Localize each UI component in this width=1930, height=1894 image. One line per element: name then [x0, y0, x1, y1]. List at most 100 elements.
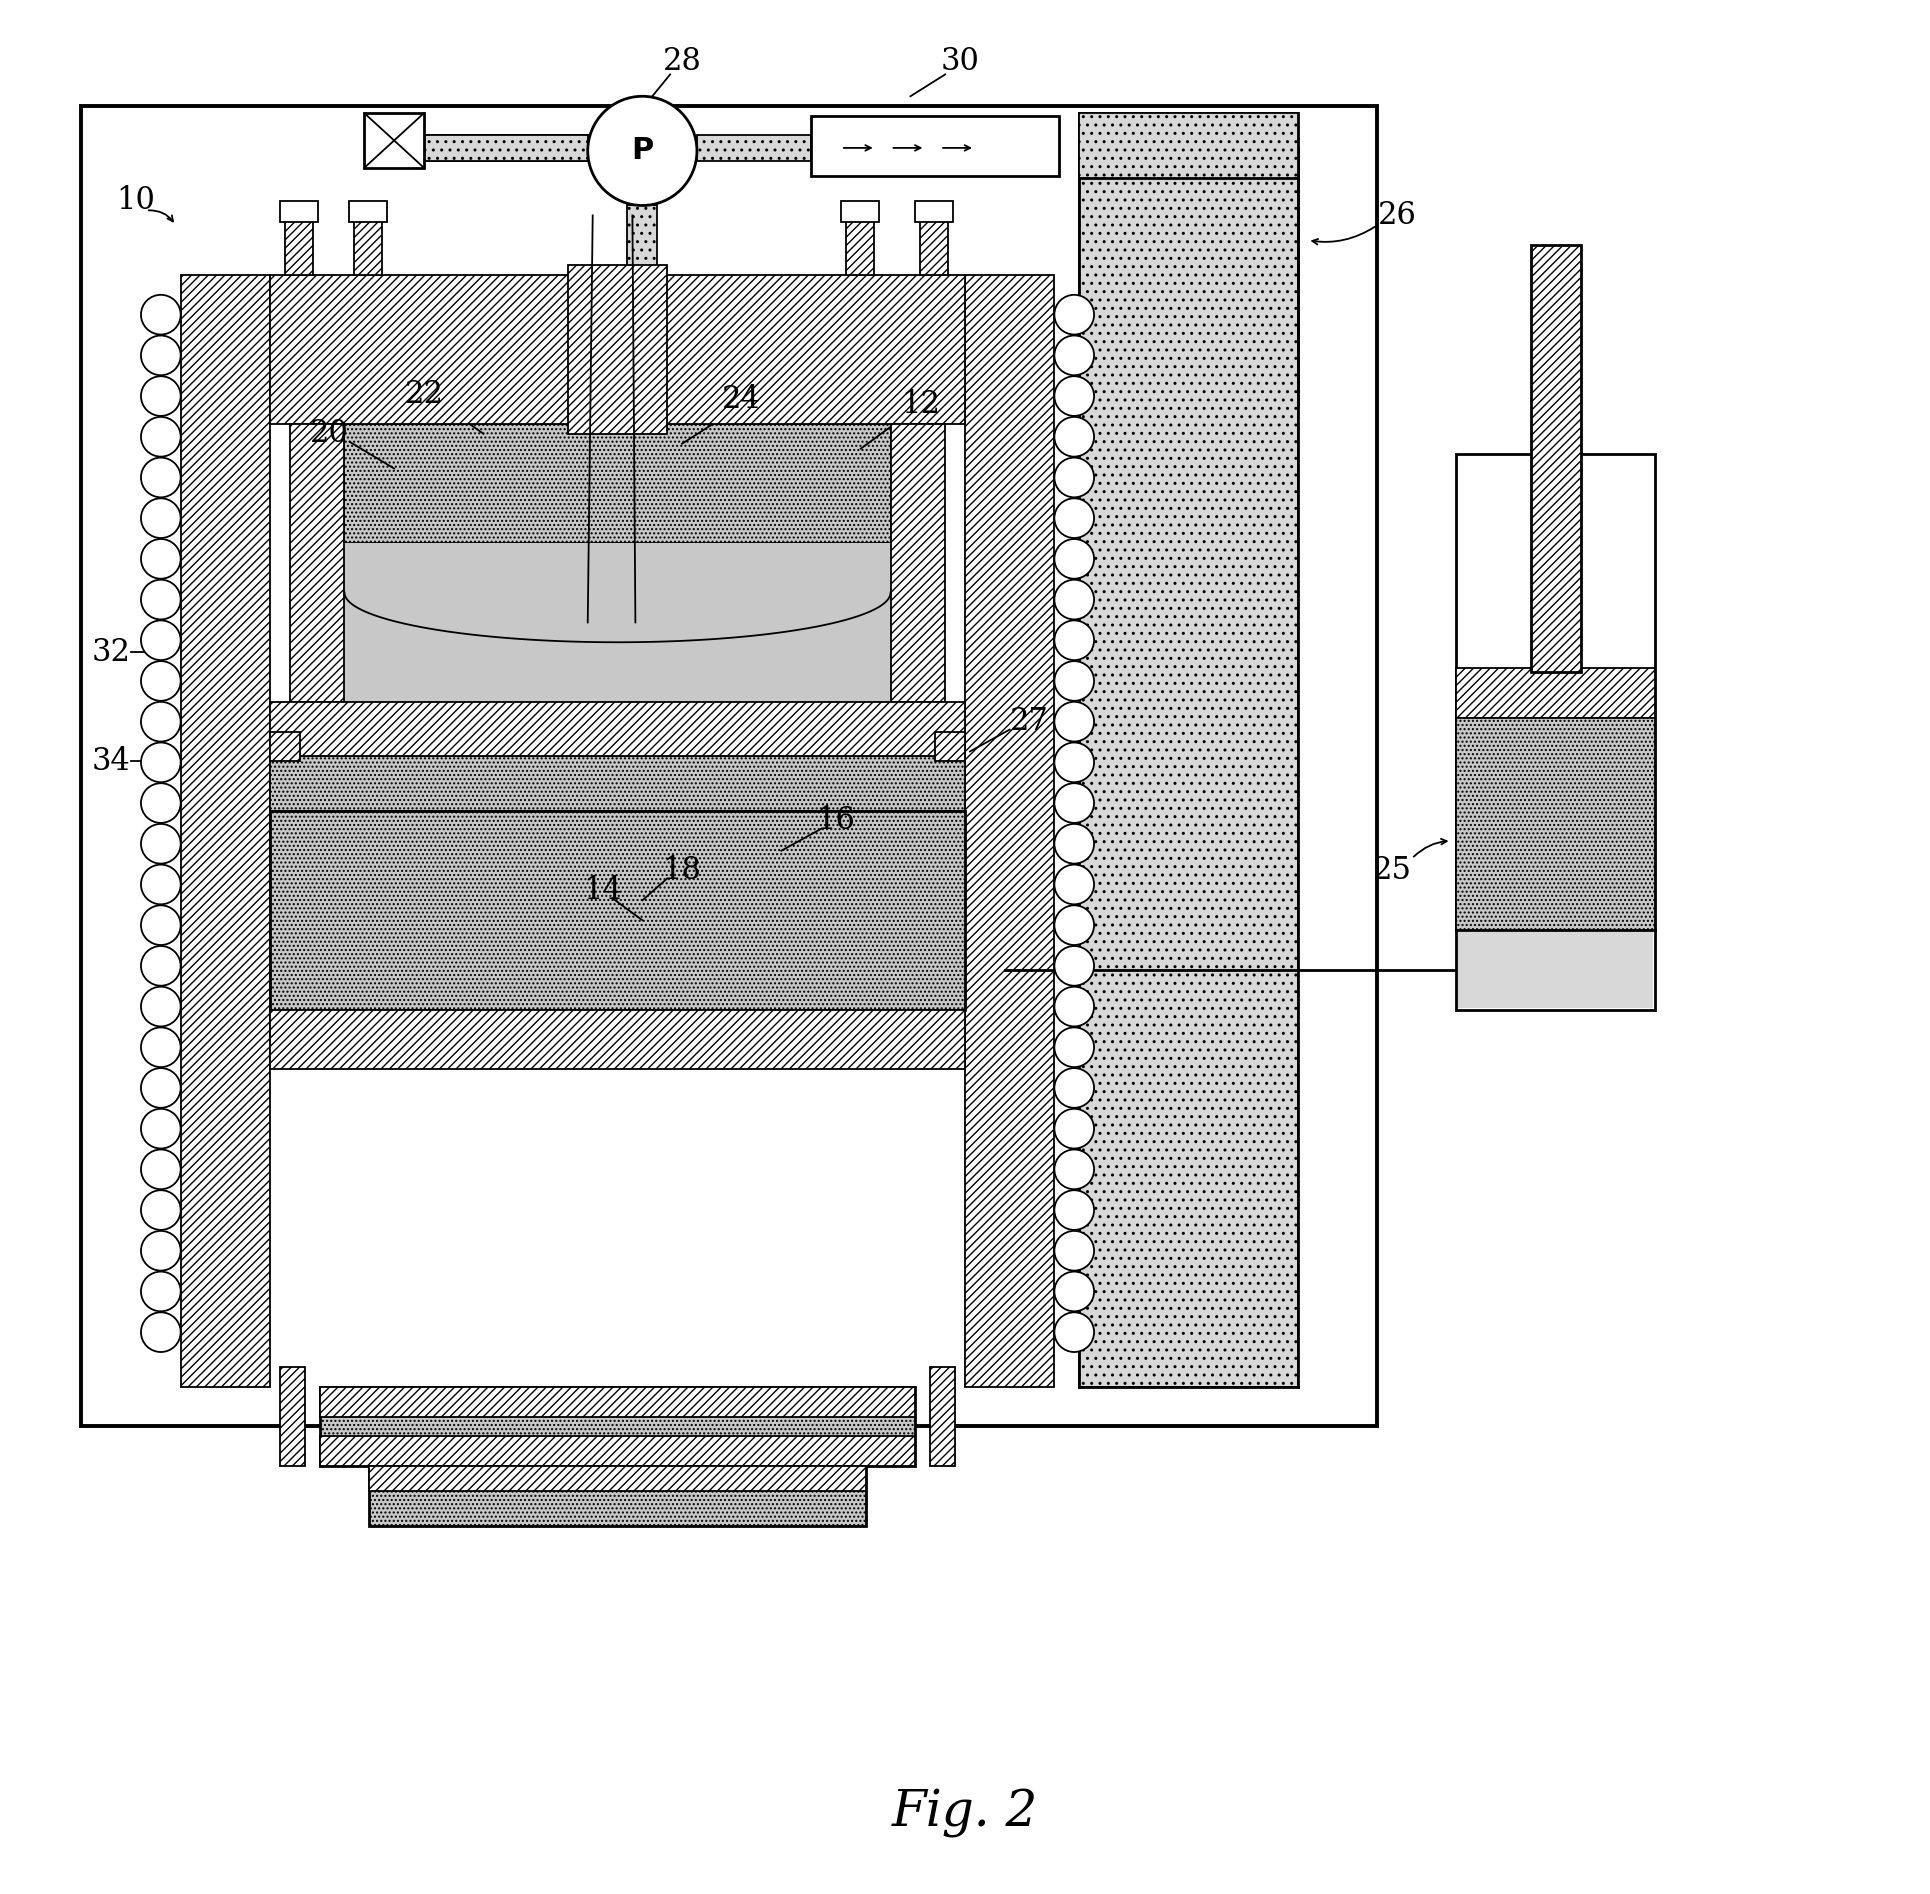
Circle shape — [141, 458, 181, 498]
Text: 30: 30 — [940, 45, 979, 78]
Circle shape — [1054, 458, 1094, 498]
Circle shape — [1054, 864, 1094, 903]
Bar — [811, 116, 1060, 176]
Bar — [697, 134, 811, 161]
Circle shape — [141, 987, 181, 1027]
Circle shape — [141, 1068, 181, 1108]
Circle shape — [141, 580, 181, 619]
Bar — [369, 1466, 865, 1527]
Bar — [270, 756, 965, 811]
Circle shape — [1054, 1231, 1094, 1271]
Circle shape — [1054, 987, 1094, 1027]
Circle shape — [141, 335, 181, 375]
Circle shape — [141, 661, 181, 701]
Circle shape — [1054, 377, 1094, 417]
Bar — [1530, 244, 1581, 672]
Bar — [290, 424, 344, 703]
Circle shape — [1054, 742, 1094, 782]
Circle shape — [1054, 1108, 1094, 1148]
Circle shape — [1054, 417, 1094, 456]
Bar — [1457, 456, 1652, 670]
Text: 20: 20 — [311, 419, 349, 449]
Bar — [369, 1466, 865, 1491]
Circle shape — [141, 1027, 181, 1066]
Circle shape — [141, 295, 181, 335]
Text: 14: 14 — [583, 875, 621, 905]
Circle shape — [1054, 1027, 1094, 1066]
Text: 16: 16 — [816, 805, 855, 837]
Bar — [270, 1010, 965, 1068]
Bar — [425, 134, 587, 161]
Circle shape — [141, 1108, 181, 1148]
Bar — [270, 811, 965, 1010]
Bar — [934, 731, 965, 761]
Circle shape — [141, 1231, 181, 1271]
Bar — [915, 201, 953, 222]
Circle shape — [1054, 905, 1094, 945]
Text: 25: 25 — [1372, 854, 1411, 886]
Bar — [845, 220, 872, 275]
Text: 10: 10 — [116, 186, 156, 216]
Circle shape — [1054, 540, 1094, 580]
Text: 32: 32 — [91, 636, 131, 669]
Bar — [280, 1367, 305, 1466]
Text: 12: 12 — [901, 388, 940, 419]
Bar — [344, 544, 890, 703]
Bar — [425, 134, 589, 161]
Circle shape — [1054, 621, 1094, 661]
Bar — [930, 1367, 955, 1466]
Circle shape — [1054, 1068, 1094, 1108]
Circle shape — [141, 417, 181, 456]
Bar — [1079, 114, 1297, 178]
Bar — [840, 201, 878, 222]
Bar — [286, 220, 313, 275]
Bar — [1079, 114, 1297, 1386]
Circle shape — [1054, 335, 1094, 375]
Text: Fig. 2: Fig. 2 — [892, 1788, 1038, 1839]
Circle shape — [1054, 945, 1094, 985]
Circle shape — [141, 905, 181, 945]
Circle shape — [1054, 1189, 1094, 1229]
Circle shape — [1054, 784, 1094, 822]
Circle shape — [141, 1313, 181, 1352]
Bar — [320, 1386, 915, 1466]
Bar — [921, 220, 948, 275]
Circle shape — [1054, 661, 1094, 701]
Circle shape — [141, 498, 181, 538]
Text: 28: 28 — [662, 45, 701, 78]
Bar — [270, 731, 299, 761]
Circle shape — [1054, 1271, 1094, 1311]
Bar — [567, 265, 668, 434]
Text: 18: 18 — [662, 854, 701, 886]
Circle shape — [141, 1189, 181, 1229]
Circle shape — [1054, 498, 1094, 538]
Bar — [344, 424, 890, 544]
Circle shape — [141, 824, 181, 864]
Bar — [1457, 932, 1652, 1008]
Circle shape — [1054, 295, 1094, 335]
Bar — [1079, 114, 1297, 178]
Bar — [270, 703, 965, 756]
Bar — [320, 1436, 915, 1466]
Circle shape — [1054, 1313, 1094, 1352]
Circle shape — [1054, 580, 1094, 619]
Circle shape — [141, 703, 181, 742]
Bar — [1455, 930, 1654, 1010]
Circle shape — [141, 1150, 181, 1189]
Bar — [1455, 455, 1654, 930]
Circle shape — [1054, 824, 1094, 864]
Bar — [181, 275, 270, 1386]
Circle shape — [141, 540, 181, 580]
Bar — [1455, 669, 1654, 718]
Text: 24: 24 — [722, 384, 760, 415]
Circle shape — [141, 377, 181, 417]
Circle shape — [141, 945, 181, 985]
Bar — [349, 201, 388, 222]
Bar — [890, 424, 944, 703]
Bar — [355, 220, 382, 275]
Text: 22: 22 — [403, 379, 444, 409]
Text: 26: 26 — [1376, 201, 1415, 231]
Circle shape — [141, 742, 181, 782]
Circle shape — [141, 621, 181, 661]
Bar — [365, 114, 425, 169]
